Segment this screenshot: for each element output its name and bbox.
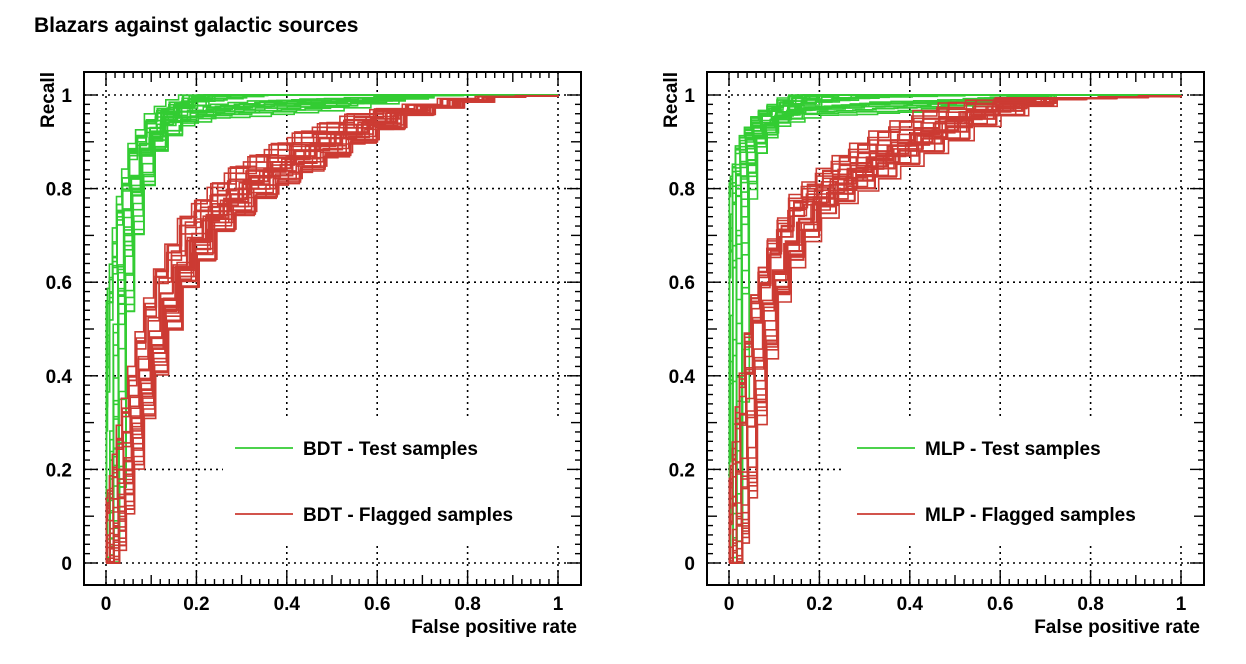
- y-axis-title: Recall: [38, 72, 59, 128]
- x-tick-label: 0.8: [454, 594, 480, 615]
- legend-box: [845, 418, 1196, 542]
- chart-panel-bdt: BDT - Test samples BDT - Flagged samples 0…: [38, 71, 582, 638]
- chart-panel-mlp: MLP - Test samples MLP - Flagged samples 0…: [661, 71, 1205, 638]
- series-curve-mlp-flagged-samples: [728, 95, 1182, 564]
- x-axis-title: False positive rate: [1034, 617, 1200, 638]
- series-curve-bdt-test-samples: [105, 94, 558, 564]
- legend-label: MLP - Test samples: [925, 439, 1101, 460]
- legend-label: BDT - Flagged samples: [303, 505, 513, 526]
- y-tick-label: 1: [684, 86, 695, 107]
- series-curve-bdt-test-samples: [106, 94, 558, 564]
- series-curve-mlp-test-samples: [728, 94, 1181, 564]
- x-tick-label: 1: [1176, 594, 1187, 615]
- figure-title: Blazars against galactic sources: [34, 14, 359, 37]
- series-curve-bdt-test-samples: [105, 94, 558, 564]
- x-tick-label: 0.4: [274, 594, 301, 615]
- x-tick-label: 0.4: [897, 594, 924, 615]
- y-tick-label: 0.4: [669, 367, 696, 388]
- x-tick-label: 0.2: [183, 594, 209, 615]
- series-curve-mlp-flagged-samples: [728, 95, 1182, 564]
- x-tick-label: 0.8: [1077, 594, 1103, 615]
- y-tick-label: 0.6: [46, 273, 72, 294]
- x-tick-label: 0.6: [364, 594, 390, 615]
- x-tick-label: 0: [101, 594, 112, 615]
- series-curve-bdt-test-samples: [105, 94, 558, 564]
- series-curve-bdt-flagged-samples: [106, 95, 559, 564]
- series-curve-bdt-test-samples: [105, 94, 558, 564]
- series-curve-bdt-flagged-samples: [105, 95, 559, 564]
- x-tick-label: 1: [553, 594, 564, 615]
- x-axis-title: False positive rate: [411, 617, 577, 638]
- x-tick-label: 0.2: [806, 594, 832, 615]
- x-tick-label: 0: [724, 594, 735, 615]
- y-tick-label: 0.2: [669, 460, 695, 481]
- series-curve-mlp-flagged-samples: [728, 95, 1182, 564]
- y-tick-label: 1: [61, 86, 72, 107]
- y-tick-label: 0.6: [669, 273, 695, 294]
- y-tick-label: 0: [684, 554, 695, 575]
- y-tick-label: 0.8: [46, 180, 72, 201]
- x-tick-label: 0.6: [987, 594, 1013, 615]
- y-tick-label: 0.2: [46, 460, 72, 481]
- y-tick-label: 0.8: [669, 180, 695, 201]
- series-curve-bdt-flagged-samples: [106, 95, 559, 564]
- legend-label: MLP - Flagged samples: [925, 505, 1136, 526]
- y-tick-label: 0: [61, 554, 72, 575]
- legend-label: BDT - Test samples: [303, 439, 478, 460]
- y-tick-label: 0.4: [46, 367, 73, 388]
- legend-box: [223, 418, 573, 542]
- y-axis-title: Recall: [661, 72, 682, 128]
- series-curve-bdt-flagged-samples: [105, 95, 559, 564]
- series-curve-mlp-flagged-samples: [729, 95, 1182, 564]
